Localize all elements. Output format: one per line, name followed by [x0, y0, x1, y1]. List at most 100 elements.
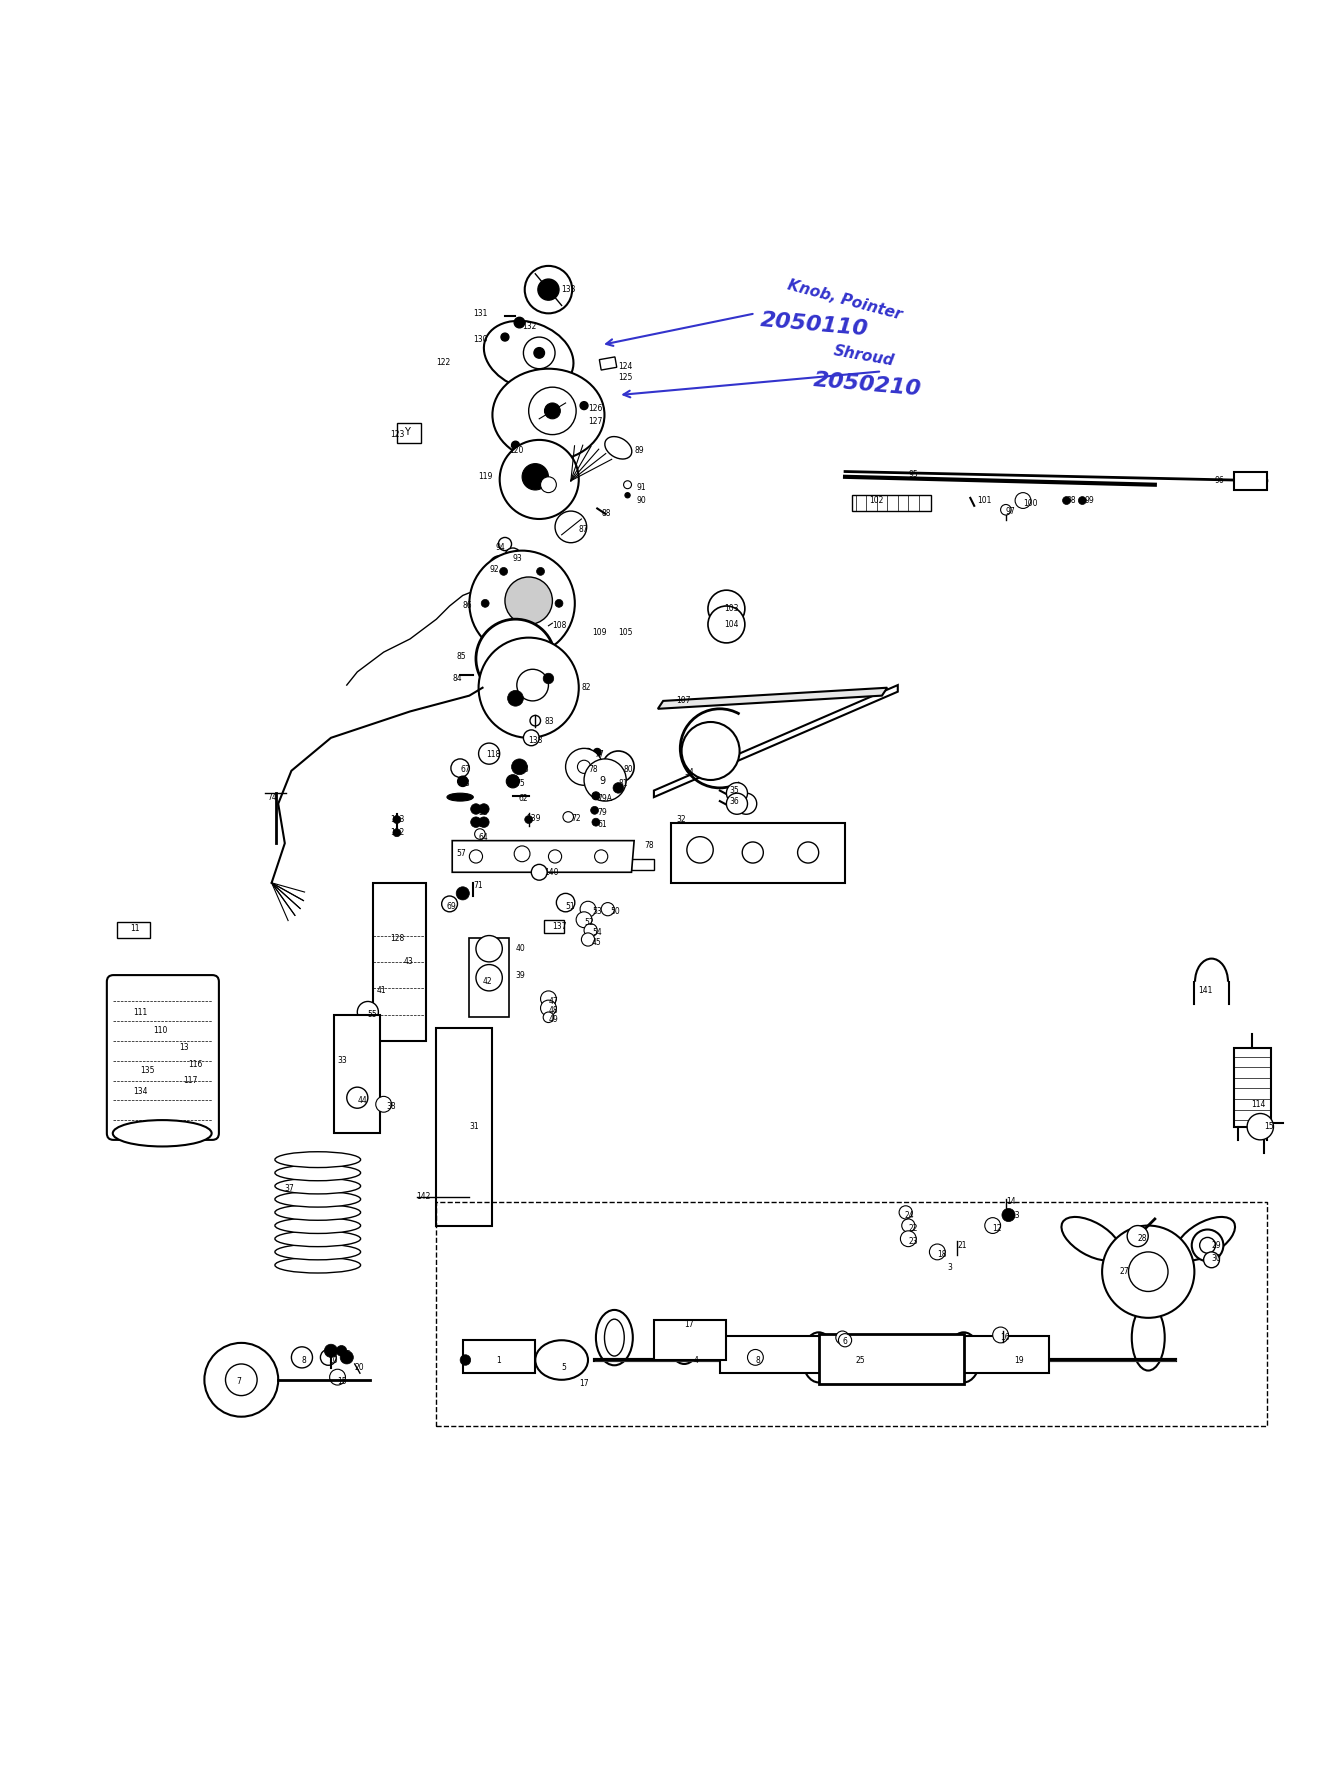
Circle shape — [540, 1000, 556, 1016]
Text: 134: 134 — [133, 1086, 148, 1095]
Text: 2050210: 2050210 — [812, 369, 922, 400]
Text: 3: 3 — [948, 1263, 952, 1272]
Circle shape — [1062, 496, 1070, 505]
Text: 139: 139 — [526, 814, 540, 823]
Circle shape — [624, 480, 631, 489]
Circle shape — [514, 846, 530, 862]
Circle shape — [727, 794, 748, 814]
Text: 97: 97 — [1005, 507, 1016, 516]
Circle shape — [544, 403, 560, 419]
Text: 17: 17 — [684, 1321, 694, 1330]
Ellipse shape — [275, 1204, 361, 1220]
Text: 7: 7 — [236, 1376, 240, 1385]
Text: 18: 18 — [938, 1251, 947, 1260]
Text: 138: 138 — [528, 737, 543, 745]
Ellipse shape — [596, 1310, 633, 1366]
Text: 59: 59 — [478, 821, 489, 830]
Circle shape — [687, 837, 713, 864]
Text: 91: 91 — [637, 482, 646, 491]
Text: 67: 67 — [460, 765, 470, 774]
Circle shape — [534, 348, 544, 358]
Text: 100: 100 — [1022, 498, 1037, 507]
Text: 82: 82 — [581, 683, 590, 692]
Text: 137: 137 — [552, 921, 567, 930]
Text: 80: 80 — [624, 765, 633, 774]
Circle shape — [625, 493, 630, 498]
Ellipse shape — [275, 1217, 361, 1233]
Text: 25: 25 — [856, 1355, 865, 1364]
Circle shape — [592, 792, 600, 799]
Circle shape — [682, 722, 740, 780]
Circle shape — [580, 901, 596, 918]
Text: 45: 45 — [342, 1349, 351, 1360]
Text: 86: 86 — [462, 602, 473, 611]
Text: 31: 31 — [469, 1122, 480, 1131]
Ellipse shape — [446, 794, 473, 801]
Circle shape — [798, 842, 819, 864]
Bar — [436, 1029, 491, 1226]
Circle shape — [517, 668, 548, 701]
Circle shape — [984, 1217, 1000, 1233]
Text: 110: 110 — [153, 1027, 168, 1036]
Text: 15: 15 — [338, 1376, 347, 1385]
Text: 126: 126 — [588, 403, 602, 412]
Circle shape — [507, 690, 523, 706]
Text: 60: 60 — [456, 794, 466, 803]
Circle shape — [501, 333, 509, 340]
Text: 40: 40 — [515, 944, 526, 953]
Text: 54: 54 — [592, 928, 601, 937]
Text: 44: 44 — [357, 1097, 367, 1106]
Text: 34: 34 — [684, 767, 694, 776]
Circle shape — [481, 599, 489, 607]
Ellipse shape — [605, 437, 631, 459]
Text: 11: 11 — [131, 925, 140, 934]
Ellipse shape — [1132, 1305, 1165, 1371]
Circle shape — [470, 805, 481, 814]
Circle shape — [226, 1364, 258, 1396]
Text: 14: 14 — [1005, 1197, 1016, 1206]
Ellipse shape — [658, 1321, 690, 1360]
Text: 2: 2 — [460, 1355, 465, 1364]
Text: 38: 38 — [386, 1102, 396, 1111]
Text: 62: 62 — [518, 794, 528, 803]
Ellipse shape — [275, 1192, 361, 1208]
Text: 75: 75 — [515, 780, 526, 788]
Text: 48: 48 — [548, 1005, 557, 1016]
Bar — [1234, 1048, 1271, 1127]
Text: 105: 105 — [618, 627, 633, 636]
Circle shape — [511, 758, 527, 774]
Circle shape — [556, 894, 575, 912]
Circle shape — [321, 1349, 337, 1366]
Text: 142: 142 — [416, 1192, 431, 1201]
Circle shape — [536, 568, 544, 575]
Ellipse shape — [275, 1177, 361, 1193]
Circle shape — [565, 749, 602, 785]
Text: 128: 128 — [390, 934, 404, 943]
Circle shape — [523, 729, 539, 745]
Text: 141: 141 — [1198, 986, 1213, 995]
Circle shape — [1015, 493, 1030, 509]
Text: 17: 17 — [579, 1380, 588, 1389]
Text: 64: 64 — [478, 833, 489, 842]
Text: 77: 77 — [594, 751, 604, 760]
Circle shape — [1078, 496, 1086, 505]
Bar — [334, 1014, 379, 1133]
Text: 10: 10 — [329, 1355, 338, 1364]
Bar — [469, 939, 509, 1018]
Circle shape — [581, 934, 594, 946]
Circle shape — [592, 819, 600, 826]
Text: 131: 131 — [473, 308, 487, 317]
Circle shape — [594, 849, 608, 864]
Text: 28: 28 — [1137, 1235, 1147, 1244]
Circle shape — [514, 317, 524, 328]
Circle shape — [584, 923, 597, 937]
Text: 29: 29 — [1211, 1240, 1221, 1249]
Text: 114: 114 — [1251, 1100, 1266, 1109]
Polygon shape — [631, 858, 654, 869]
Circle shape — [450, 758, 469, 778]
Bar — [852, 495, 931, 511]
Ellipse shape — [275, 1258, 361, 1272]
Text: 81: 81 — [618, 780, 627, 788]
Text: 2050110: 2050110 — [760, 310, 869, 340]
Circle shape — [528, 387, 576, 435]
